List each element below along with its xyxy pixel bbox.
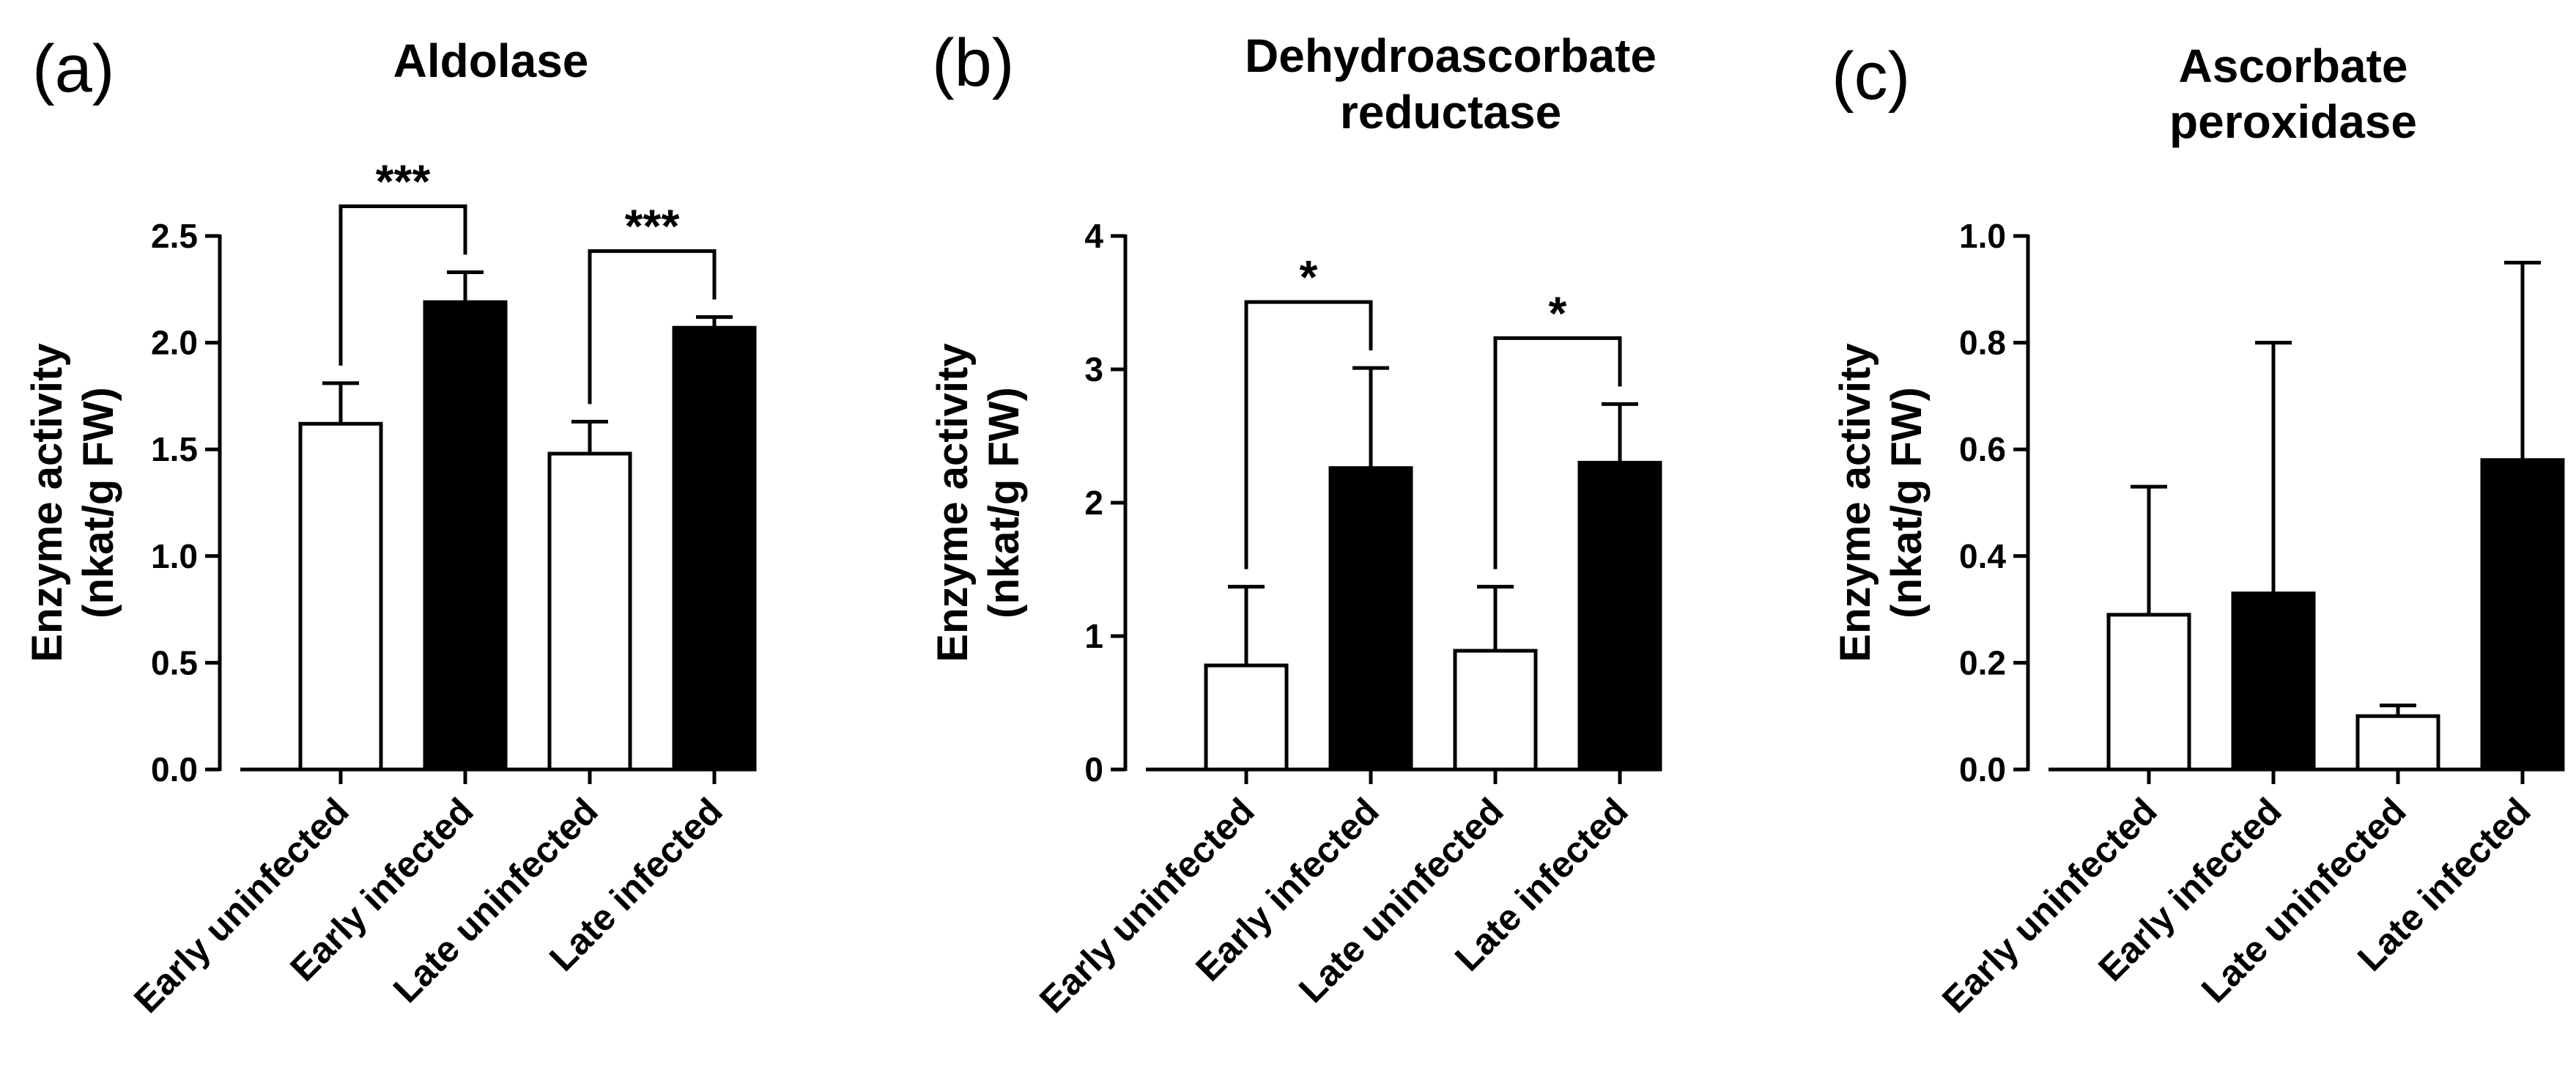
chart-title: Dehydroascorbate xyxy=(1245,29,1657,82)
y-axis-label-line: (nkat/g FW) xyxy=(980,387,1028,619)
panel-label: (b) xyxy=(932,26,1014,100)
y-axis-label: Enzyme activity(nkat/g FW) xyxy=(929,343,1028,662)
bar xyxy=(672,325,757,772)
y-axis-label-line: (nkat/g FW) xyxy=(75,387,122,619)
panel-aldolase: (a) Aldolase Enzyme activity(nkat/g FW) 0.0… xyxy=(23,32,757,1021)
bar xyxy=(298,421,383,772)
y-tick-label: 2.5 xyxy=(151,217,198,255)
chart-title: peroxidase xyxy=(2169,95,2417,148)
significance-label: *** xyxy=(376,155,431,208)
chart-title: reductase xyxy=(1340,86,1561,139)
bar xyxy=(2480,458,2565,772)
y-tick-label: 1.5 xyxy=(151,430,198,468)
chart-title: Aldolase xyxy=(393,34,589,87)
significance-bracket xyxy=(1493,336,1622,569)
y-tick-label: 0.6 xyxy=(1959,430,2006,468)
y-axis-label: Enzyme activity(nkat/g FW) xyxy=(1832,343,1931,662)
significance-bracket xyxy=(588,249,717,405)
y-tick-label: 1 xyxy=(1084,617,1103,655)
chart-title: Ascorbate xyxy=(2179,40,2408,92)
y-tick-label: 3 xyxy=(1084,350,1103,388)
bar xyxy=(547,451,632,772)
y-tick-label: 0.0 xyxy=(151,750,198,789)
y-tick-label: 0.4 xyxy=(1959,537,2006,575)
y-tick-label: 0.2 xyxy=(1959,643,2006,682)
significance-label: * xyxy=(1549,287,1567,339)
panel-label: (c) xyxy=(1832,39,1910,114)
y-axis-label: Enzyme activity(nkat/g FW) xyxy=(23,343,122,662)
y-tick-label: 0.0 xyxy=(1959,750,2006,789)
bar xyxy=(423,300,508,772)
bar xyxy=(2106,613,2191,772)
x-category-label: Early uninfected xyxy=(126,790,357,1021)
significance-bracket xyxy=(338,204,467,366)
y-axis-label-line: (nkat/g FW) xyxy=(1883,387,1931,619)
y-tick-label: 2.0 xyxy=(151,324,198,362)
bar xyxy=(2355,714,2440,772)
panel-label: (a) xyxy=(32,32,114,106)
bar xyxy=(1577,460,1662,772)
y-tick-label: 1.0 xyxy=(151,537,198,575)
y-tick-label: 1.0 xyxy=(1959,217,2006,255)
y-tick-label: 0.5 xyxy=(151,643,198,682)
y-tick-label: 2 xyxy=(1084,484,1103,522)
y-tick-label: 4 xyxy=(1084,217,1103,255)
significance-label: *** xyxy=(625,200,680,253)
bar xyxy=(2231,591,2316,772)
y-axis-label-line: Enzyme activity xyxy=(929,343,977,662)
bar xyxy=(1453,649,1538,772)
y-tick-label: 0.8 xyxy=(1959,324,2006,362)
significance-label: * xyxy=(1300,251,1318,303)
x-category-label: Early uninfected xyxy=(1032,790,1262,1021)
y-tick-label: 0 xyxy=(1084,750,1103,789)
significance-bracket xyxy=(1244,300,1373,569)
bar xyxy=(1328,466,1413,772)
y-axis-label-line: Enzyme activity xyxy=(1832,343,1879,662)
bar xyxy=(1204,663,1289,772)
y-axis-label-line: Enzyme activity xyxy=(23,343,71,662)
x-category-label: Early uninfected xyxy=(1934,790,2165,1021)
